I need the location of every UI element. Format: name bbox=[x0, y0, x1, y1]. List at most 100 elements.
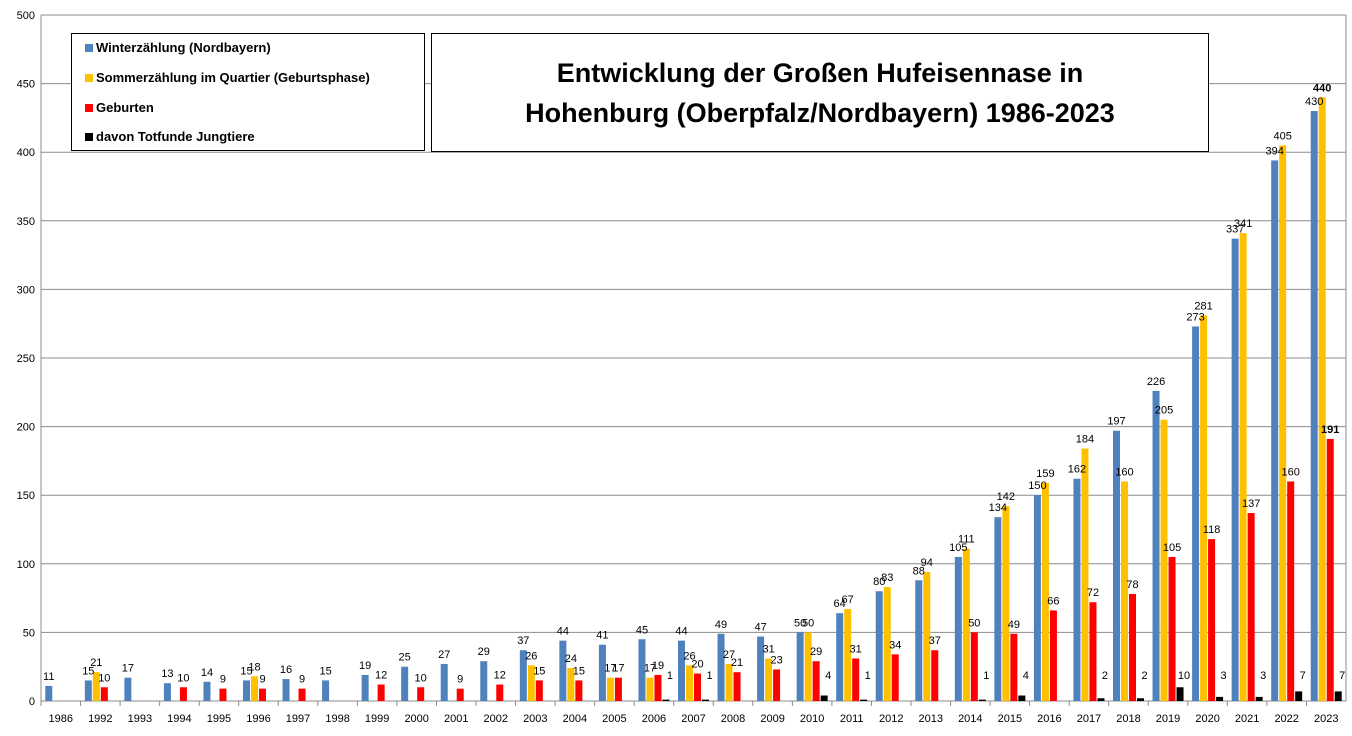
data-label-dead-2023: 7 bbox=[1339, 670, 1345, 682]
bar-dead-2010 bbox=[820, 695, 828, 701]
bar-dead-2017 bbox=[1097, 698, 1105, 701]
bar-births-1992 bbox=[100, 687, 108, 701]
data-label-births-2001: 9 bbox=[457, 674, 463, 686]
legend-item-dead: davon Totfunde Jungtiere bbox=[85, 129, 255, 144]
bars bbox=[45, 97, 1342, 702]
x-tick-label-2016: 2016 bbox=[1037, 713, 1061, 725]
x-tick-label-1996: 1996 bbox=[246, 713, 270, 725]
data-label-summer-2009: 31 bbox=[762, 643, 774, 655]
data-label-dead-2014: 1 bbox=[983, 670, 989, 682]
bar-summer-2003 bbox=[527, 665, 535, 701]
x-tick-label-2018: 2018 bbox=[1116, 713, 1140, 725]
x-tick-label-2022: 2022 bbox=[1274, 713, 1298, 725]
y-tick-label-250: 250 bbox=[17, 353, 35, 365]
bar-winter-2006 bbox=[638, 639, 646, 701]
data-label-summer-2008: 27 bbox=[723, 649, 735, 661]
data-label-winter-1992: 15 bbox=[82, 665, 94, 677]
bar-winter-2019 bbox=[1152, 390, 1160, 701]
bar-summer-2012 bbox=[883, 587, 891, 701]
bar-winter-2023 bbox=[1310, 111, 1318, 702]
data-label-births-2020: 118 bbox=[1203, 524, 1221, 536]
x-tick-label-2021: 2021 bbox=[1235, 713, 1259, 725]
bar-winter-2000 bbox=[401, 666, 409, 701]
bar-births-2010 bbox=[812, 661, 820, 701]
bar-summer-2005 bbox=[606, 677, 614, 701]
bar-summer-2016 bbox=[1041, 482, 1049, 701]
bar-dead-2007 bbox=[702, 699, 709, 701]
bar-dead-2022 bbox=[1295, 691, 1303, 701]
bar-births-2007 bbox=[694, 673, 701, 701]
bar-winter-2016 bbox=[1033, 495, 1041, 701]
data-label-summer-2003: 26 bbox=[525, 650, 537, 662]
chart-title: Entwicklung der Großen Hufeisennase in H… bbox=[431, 33, 1209, 152]
y-tick-label-400: 400 bbox=[17, 147, 35, 159]
bar-winter-2009 bbox=[757, 636, 765, 701]
bar-summer-1996 bbox=[251, 676, 258, 701]
x-tick-label-2005: 2005 bbox=[602, 713, 626, 725]
bar-births-2022 bbox=[1287, 481, 1295, 701]
data-label-summer-2016: 159 bbox=[1036, 468, 1054, 480]
bar-summer-2013 bbox=[923, 572, 931, 701]
data-label-births-1995: 9 bbox=[220, 674, 226, 686]
legend-item-summer: Sommerzählung im Quartier (Geburtsphase) bbox=[85, 70, 370, 85]
data-label-winter-2020: 273 bbox=[1186, 311, 1204, 323]
y-axis-ticks: 0 50 100 150 200 250 300 350 400 450 500 bbox=[17, 10, 35, 708]
data-label-births-2002: 12 bbox=[494, 670, 506, 682]
data-label-births-1992: 10 bbox=[98, 672, 110, 684]
bar-summer-2022 bbox=[1279, 145, 1287, 702]
data-label-dead-2021: 3 bbox=[1260, 670, 1266, 682]
bar-births-2009 bbox=[773, 669, 781, 701]
x-tick-label-2004: 2004 bbox=[563, 713, 587, 725]
data-label-births-2016: 66 bbox=[1047, 595, 1059, 607]
bar-births-2008 bbox=[733, 672, 741, 701]
data-label-summer-2019: 205 bbox=[1155, 405, 1173, 417]
x-tick-label-2019: 2019 bbox=[1156, 713, 1180, 725]
bar-births-2012 bbox=[891, 654, 899, 701]
x-tick-label-2014: 2014 bbox=[958, 713, 982, 725]
data-label-winter-2017: 162 bbox=[1068, 464, 1086, 476]
bar-births-2023 bbox=[1326, 438, 1334, 701]
bar-summer-2023 bbox=[1318, 97, 1326, 701]
data-label-dead-2022: 7 bbox=[1300, 670, 1306, 682]
data-label-births-2023: 191 bbox=[1321, 424, 1339, 436]
bar-winter-2022 bbox=[1271, 160, 1279, 701]
data-label-winter-2013: 88 bbox=[913, 565, 925, 577]
bar-births-1994 bbox=[179, 687, 187, 701]
data-label-summer-2015: 142 bbox=[997, 491, 1015, 503]
data-label-summer-2007: 26 bbox=[683, 650, 695, 662]
data-label-winter-1986: 11 bbox=[43, 671, 54, 683]
y-tick-label-300: 300 bbox=[17, 284, 35, 296]
y-tick-label-0: 0 bbox=[29, 696, 35, 708]
bar-births-1996 bbox=[259, 688, 266, 701]
data-label-births-2013: 37 bbox=[929, 635, 941, 647]
bar-births-1997 bbox=[298, 688, 306, 701]
bar-winter-1996 bbox=[243, 680, 250, 701]
data-label-winter-2005: 41 bbox=[596, 630, 608, 642]
x-tick-label-2007: 2007 bbox=[681, 713, 705, 725]
legend-label-winter: Winterzählung (Nordbayern) bbox=[96, 40, 271, 55]
data-label-births-2022: 160 bbox=[1282, 466, 1300, 478]
x-tick-label-1993: 1993 bbox=[128, 713, 152, 725]
data-label-winter-1995: 14 bbox=[201, 667, 213, 679]
data-label-winter-2014: 105 bbox=[949, 542, 967, 554]
bar-winter-2007 bbox=[678, 640, 685, 701]
bar-dead-2015 bbox=[1018, 695, 1026, 701]
bar-births-2006 bbox=[654, 674, 662, 701]
data-label-winter-2007: 44 bbox=[675, 626, 687, 638]
bar-winter-2004 bbox=[559, 640, 567, 701]
data-label-summer-2012: 83 bbox=[881, 572, 893, 584]
bar-births-2013 bbox=[931, 650, 939, 701]
data-label-summer-1996: 18 bbox=[248, 661, 260, 673]
legend-swatch-births bbox=[85, 104, 93, 112]
legend-swatch-winter bbox=[85, 44, 93, 52]
data-label-dead-2010: 4 bbox=[825, 670, 831, 682]
data-label-winter-2022: 394 bbox=[1266, 145, 1284, 157]
data-label-births-2007: 20 bbox=[691, 659, 703, 671]
x-tick-label-2006: 2006 bbox=[642, 713, 666, 725]
data-label-births-2011: 31 bbox=[850, 643, 862, 655]
bar-births-2011 bbox=[852, 658, 860, 701]
x-tick-label-1995: 1995 bbox=[207, 713, 231, 725]
bar-births-2016 bbox=[1049, 610, 1057, 701]
data-label-births-2014: 50 bbox=[968, 617, 980, 629]
